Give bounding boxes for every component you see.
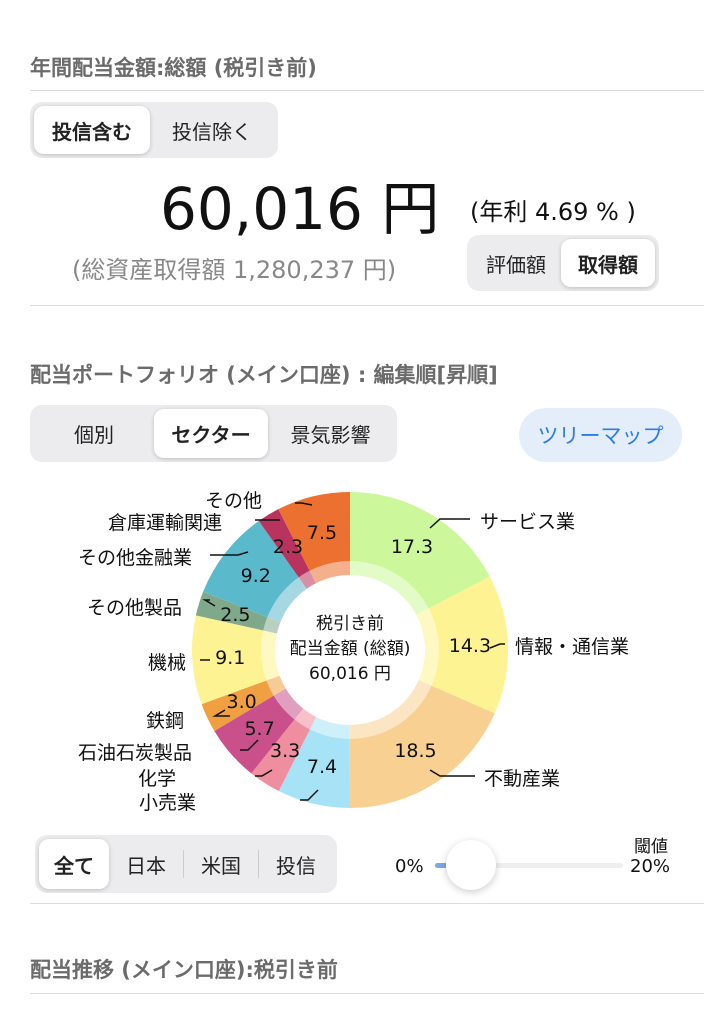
- trend-title: 配当推移 (メイン口座):税引き前: [30, 958, 338, 982]
- exclude-funds-button[interactable]: 投信除く: [172, 119, 252, 144]
- leader-line: [295, 502, 313, 506]
- slice-name-label: その他製品: [86, 597, 182, 619]
- slice-小売業[interactable]: [278, 716, 350, 808]
- leader-line: [429, 518, 470, 529]
- slice-value-label: 7.5: [306, 522, 338, 545]
- slice-value-label: 2.5: [220, 603, 251, 626]
- threshold-max: 20%: [630, 856, 671, 877]
- region-all-button[interactable]: 全て: [39, 839, 109, 889]
- slice-value-label: 17.3: [390, 536, 434, 559]
- yield: (年利 4.69 % ): [470, 198, 636, 226]
- slice-name-label: 機械: [147, 652, 186, 674]
- view-sector-button[interactable]: セクター: [154, 409, 268, 458]
- separator: [183, 850, 184, 878]
- total-cost: (総資産取得額 1,280,237 円): [72, 256, 397, 284]
- slice-name-label: その他: [204, 490, 262, 512]
- center-line-2: 配当金額 (総額): [289, 639, 411, 659]
- slice-機械[interactable]: [192, 615, 280, 705]
- view-economy-button[interactable]: 景気影響: [290, 423, 371, 447]
- slice-value-label: 3.0: [226, 690, 257, 713]
- threshold-slider-knob[interactable]: [446, 840, 496, 890]
- slice-value-label: 7.4: [306, 755, 338, 778]
- slice-化学[interactable]: [251, 708, 317, 792]
- slice-value-label: 9.1: [215, 646, 246, 669]
- slice-value-label: 3.3: [270, 739, 301, 762]
- slice-鉄鋼[interactable]: [201, 675, 286, 731]
- view-toggle: 個別 セクター 景気影響: [30, 405, 397, 462]
- center-line-3: 60,016 円: [309, 664, 391, 684]
- slice-その他製品[interactable]: [195, 591, 281, 634]
- threshold-label: 閾値: [634, 837, 668, 857]
- slice-value-label: 2.3: [272, 536, 304, 559]
- leader-line: [300, 789, 319, 801]
- divider: [30, 993, 704, 994]
- slice-name-label: その他金融業: [77, 547, 192, 569]
- region-funds-button[interactable]: 投信: [276, 853, 316, 878]
- region-japan-button[interactable]: 日本: [126, 853, 166, 878]
- leader-line: [210, 551, 249, 556]
- slice-name-label: サービス業: [480, 511, 576, 533]
- leader-line: [202, 599, 216, 607]
- slice-name-label: 化学: [137, 768, 176, 790]
- basis-toggle: 評価額 取得額: [467, 235, 659, 291]
- slice-その他[interactable]: [278, 492, 350, 584]
- region-toggle: 全て 日本 米国 投信: [35, 835, 337, 893]
- slice-不動産業[interactable]: [349, 680, 495, 808]
- leader-line: [240, 739, 259, 751]
- leader-line: [489, 643, 505, 649]
- treemap-button[interactable]: ツリーマップ: [519, 408, 682, 462]
- region-us-button[interactable]: 米国: [201, 853, 241, 878]
- threshold-slider-track[interactable]: [435, 863, 623, 868]
- cost-button[interactable]: 取得額: [561, 239, 655, 287]
- view-individual-button[interactable]: 個別: [74, 423, 114, 447]
- donut-inner-ring: [261, 561, 439, 739]
- slice-name-label: 不動産業: [484, 768, 561, 790]
- sector-donut-chart: [192, 492, 508, 808]
- separator: [258, 850, 259, 878]
- slice-value-label: 14.3: [448, 634, 492, 657]
- slice-value-label: 18.5: [394, 739, 437, 762]
- slice-サービス業[interactable]: [350, 492, 490, 616]
- divider: [30, 90, 704, 91]
- slice-value-label: 9.2: [240, 564, 271, 587]
- divider: [30, 305, 704, 306]
- slice-name-label: 鉄鋼: [145, 710, 184, 732]
- slice-name-label: 石油石炭製品: [77, 742, 192, 764]
- threshold-slider-fill: [435, 863, 455, 868]
- annual-dividend-title: 年間配当金額:総額 (税引き前): [30, 56, 317, 80]
- valuation-button[interactable]: 評価額: [486, 252, 546, 277]
- include-funds-button[interactable]: 投信含む: [34, 106, 150, 154]
- threshold-min: 0%: [395, 856, 424, 877]
- slice-情報・通信業[interactable]: [416, 576, 508, 714]
- slice-name-label: 倉庫運輸関連: [107, 512, 222, 534]
- slice-name-label: 小売業: [138, 792, 196, 814]
- fund-toggle: 投信含む 投信除く: [30, 102, 278, 158]
- leader-line: [255, 769, 273, 777]
- slice-石油石炭製品[interactable]: [214, 688, 304, 774]
- slice-倉庫運輸関連[interactable]: [258, 509, 316, 589]
- leader-line: [212, 709, 230, 717]
- annual-amount: 60,016 円: [160, 175, 440, 243]
- slice-name-label: 情報・通信業: [515, 636, 630, 658]
- slice-value-label: 5.7: [244, 717, 275, 740]
- center-line-1: 税引き前: [316, 614, 384, 634]
- portfolio-title: 配当ポートフォリオ (メイン口座) : 編集順[昇順]: [30, 363, 498, 387]
- divider: [30, 903, 704, 904]
- donut-center-label: 税引き前 配当金額 (総額) 60,016 円: [250, 612, 450, 687]
- slice-その他金融業[interactable]: [203, 520, 307, 623]
- leader-line: [429, 769, 475, 777]
